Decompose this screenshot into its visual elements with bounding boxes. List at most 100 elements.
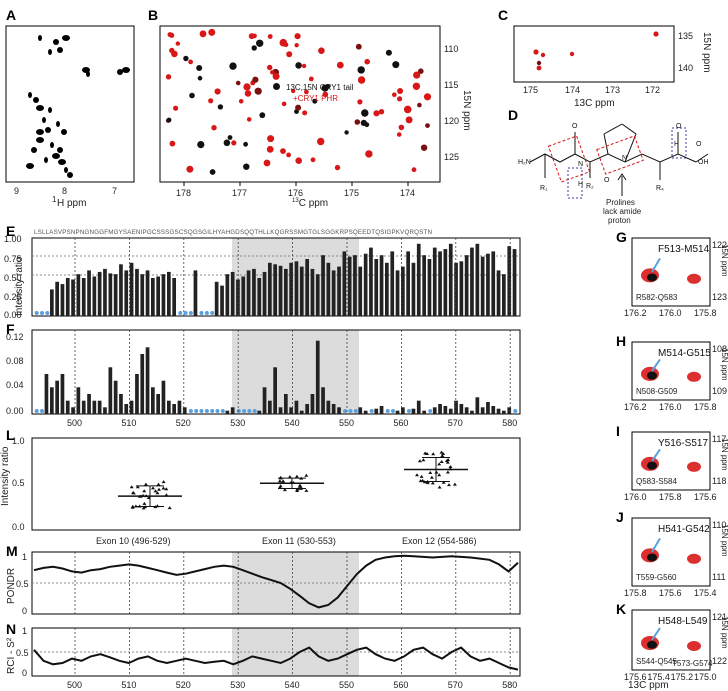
f-marker (428, 409, 433, 413)
f-bar (268, 400, 272, 414)
f-bar (161, 380, 166, 414)
a-peak (57, 147, 63, 153)
e-bar (454, 262, 458, 316)
b-peak (325, 84, 331, 89)
residue-label: H541-G542 (658, 524, 710, 535)
f-bar (230, 407, 235, 414)
b-xlabel: 13C ppm (292, 198, 328, 209)
e-bar (246, 270, 251, 316)
f-bar (124, 404, 129, 414)
a-peak (53, 39, 59, 45)
b-peak (286, 152, 291, 158)
x-tick: 530 (230, 418, 245, 428)
a-peak (48, 107, 52, 113)
l-point (419, 474, 424, 478)
l-point (415, 473, 419, 477)
l-point (425, 452, 429, 455)
b-xtick: 176 (288, 188, 303, 198)
f-bar (60, 374, 65, 414)
b-peak (334, 164, 341, 171)
b-peak (310, 157, 316, 163)
l-point (428, 471, 433, 474)
l-point (431, 452, 436, 456)
e-marker (188, 311, 193, 315)
b-xtick: 178 (176, 188, 191, 198)
l-point (448, 465, 453, 468)
b-peak (397, 88, 404, 94)
f-bar (97, 400, 102, 414)
x-tick: 520 (176, 418, 191, 428)
l-point (287, 475, 292, 479)
x-tick: 570 (448, 680, 463, 690)
f-bar (284, 394, 288, 414)
e-bar (60, 284, 65, 316)
l-point (445, 470, 450, 474)
xtick: 175.4 (694, 588, 717, 598)
e-bar (97, 271, 102, 316)
b-peak (280, 148, 286, 155)
f-ytick-000: 0.00 (6, 406, 24, 416)
b-peak (344, 130, 349, 135)
b-peak (312, 98, 318, 104)
panel-label-b: B (148, 7, 158, 23)
b-xtick: 174 (400, 188, 415, 198)
f-bar (315, 340, 320, 414)
svg-text:O: O (676, 123, 682, 130)
b-peak (244, 90, 252, 97)
f-marker (513, 409, 518, 413)
e-bar (448, 243, 453, 316)
f-bar (395, 410, 400, 414)
e-bar (65, 278, 70, 316)
l-point (439, 450, 444, 454)
svg-text:O: O (604, 177, 610, 184)
xtick: 176.2 (624, 402, 647, 412)
svg-text:OH: OH (698, 159, 709, 166)
b-peak (302, 110, 308, 116)
l-group-exon12: Exon 12 (554-586) (402, 536, 477, 546)
x-tick: 510 (121, 418, 136, 428)
f-bar (491, 406, 496, 414)
f-bar (108, 367, 113, 414)
ytick: 122 (712, 240, 727, 250)
l-point (156, 482, 161, 486)
b-peak (418, 68, 424, 74)
f-bar (50, 387, 54, 414)
b-ytick: 120 (444, 116, 459, 126)
panel-label-k: K (616, 601, 626, 617)
l-ytick-10: 1.0 (12, 436, 25, 446)
e-marker (183, 311, 188, 315)
e-bar (432, 247, 437, 316)
l-point (282, 488, 287, 492)
l-point (437, 485, 442, 489)
f-marker (242, 409, 247, 413)
residue-label: F513-M514 (658, 244, 710, 255)
x-tick: 540 (285, 418, 300, 428)
e-bar (411, 262, 416, 316)
e-bar (422, 255, 426, 316)
f-bar (416, 400, 421, 414)
e-bar (470, 247, 474, 316)
b-peak (354, 119, 361, 125)
b-peak (364, 58, 371, 65)
b-peak (223, 139, 231, 147)
a-peak (56, 121, 60, 127)
panel-label-l: L (6, 427, 15, 443)
f-bar (92, 400, 97, 414)
e-bar (273, 264, 277, 316)
ytick: 117 (712, 434, 726, 444)
e-bar (145, 270, 150, 316)
ytick: 118 (712, 476, 726, 486)
b-peak (405, 116, 413, 124)
e-ytick-025: 0.25 (4, 292, 22, 302)
m-ylabel: PONDR (6, 568, 17, 604)
f-marker (252, 409, 257, 413)
l-point (444, 459, 449, 462)
e-marker (210, 311, 215, 315)
x-tick: 580 (502, 680, 517, 690)
d-note-2: lack amide (603, 207, 642, 216)
b-peak (396, 132, 402, 137)
a-peak (42, 117, 46, 123)
b-ytick: 115 (444, 80, 458, 90)
b-peak (209, 169, 216, 175)
f-bar (321, 387, 325, 414)
